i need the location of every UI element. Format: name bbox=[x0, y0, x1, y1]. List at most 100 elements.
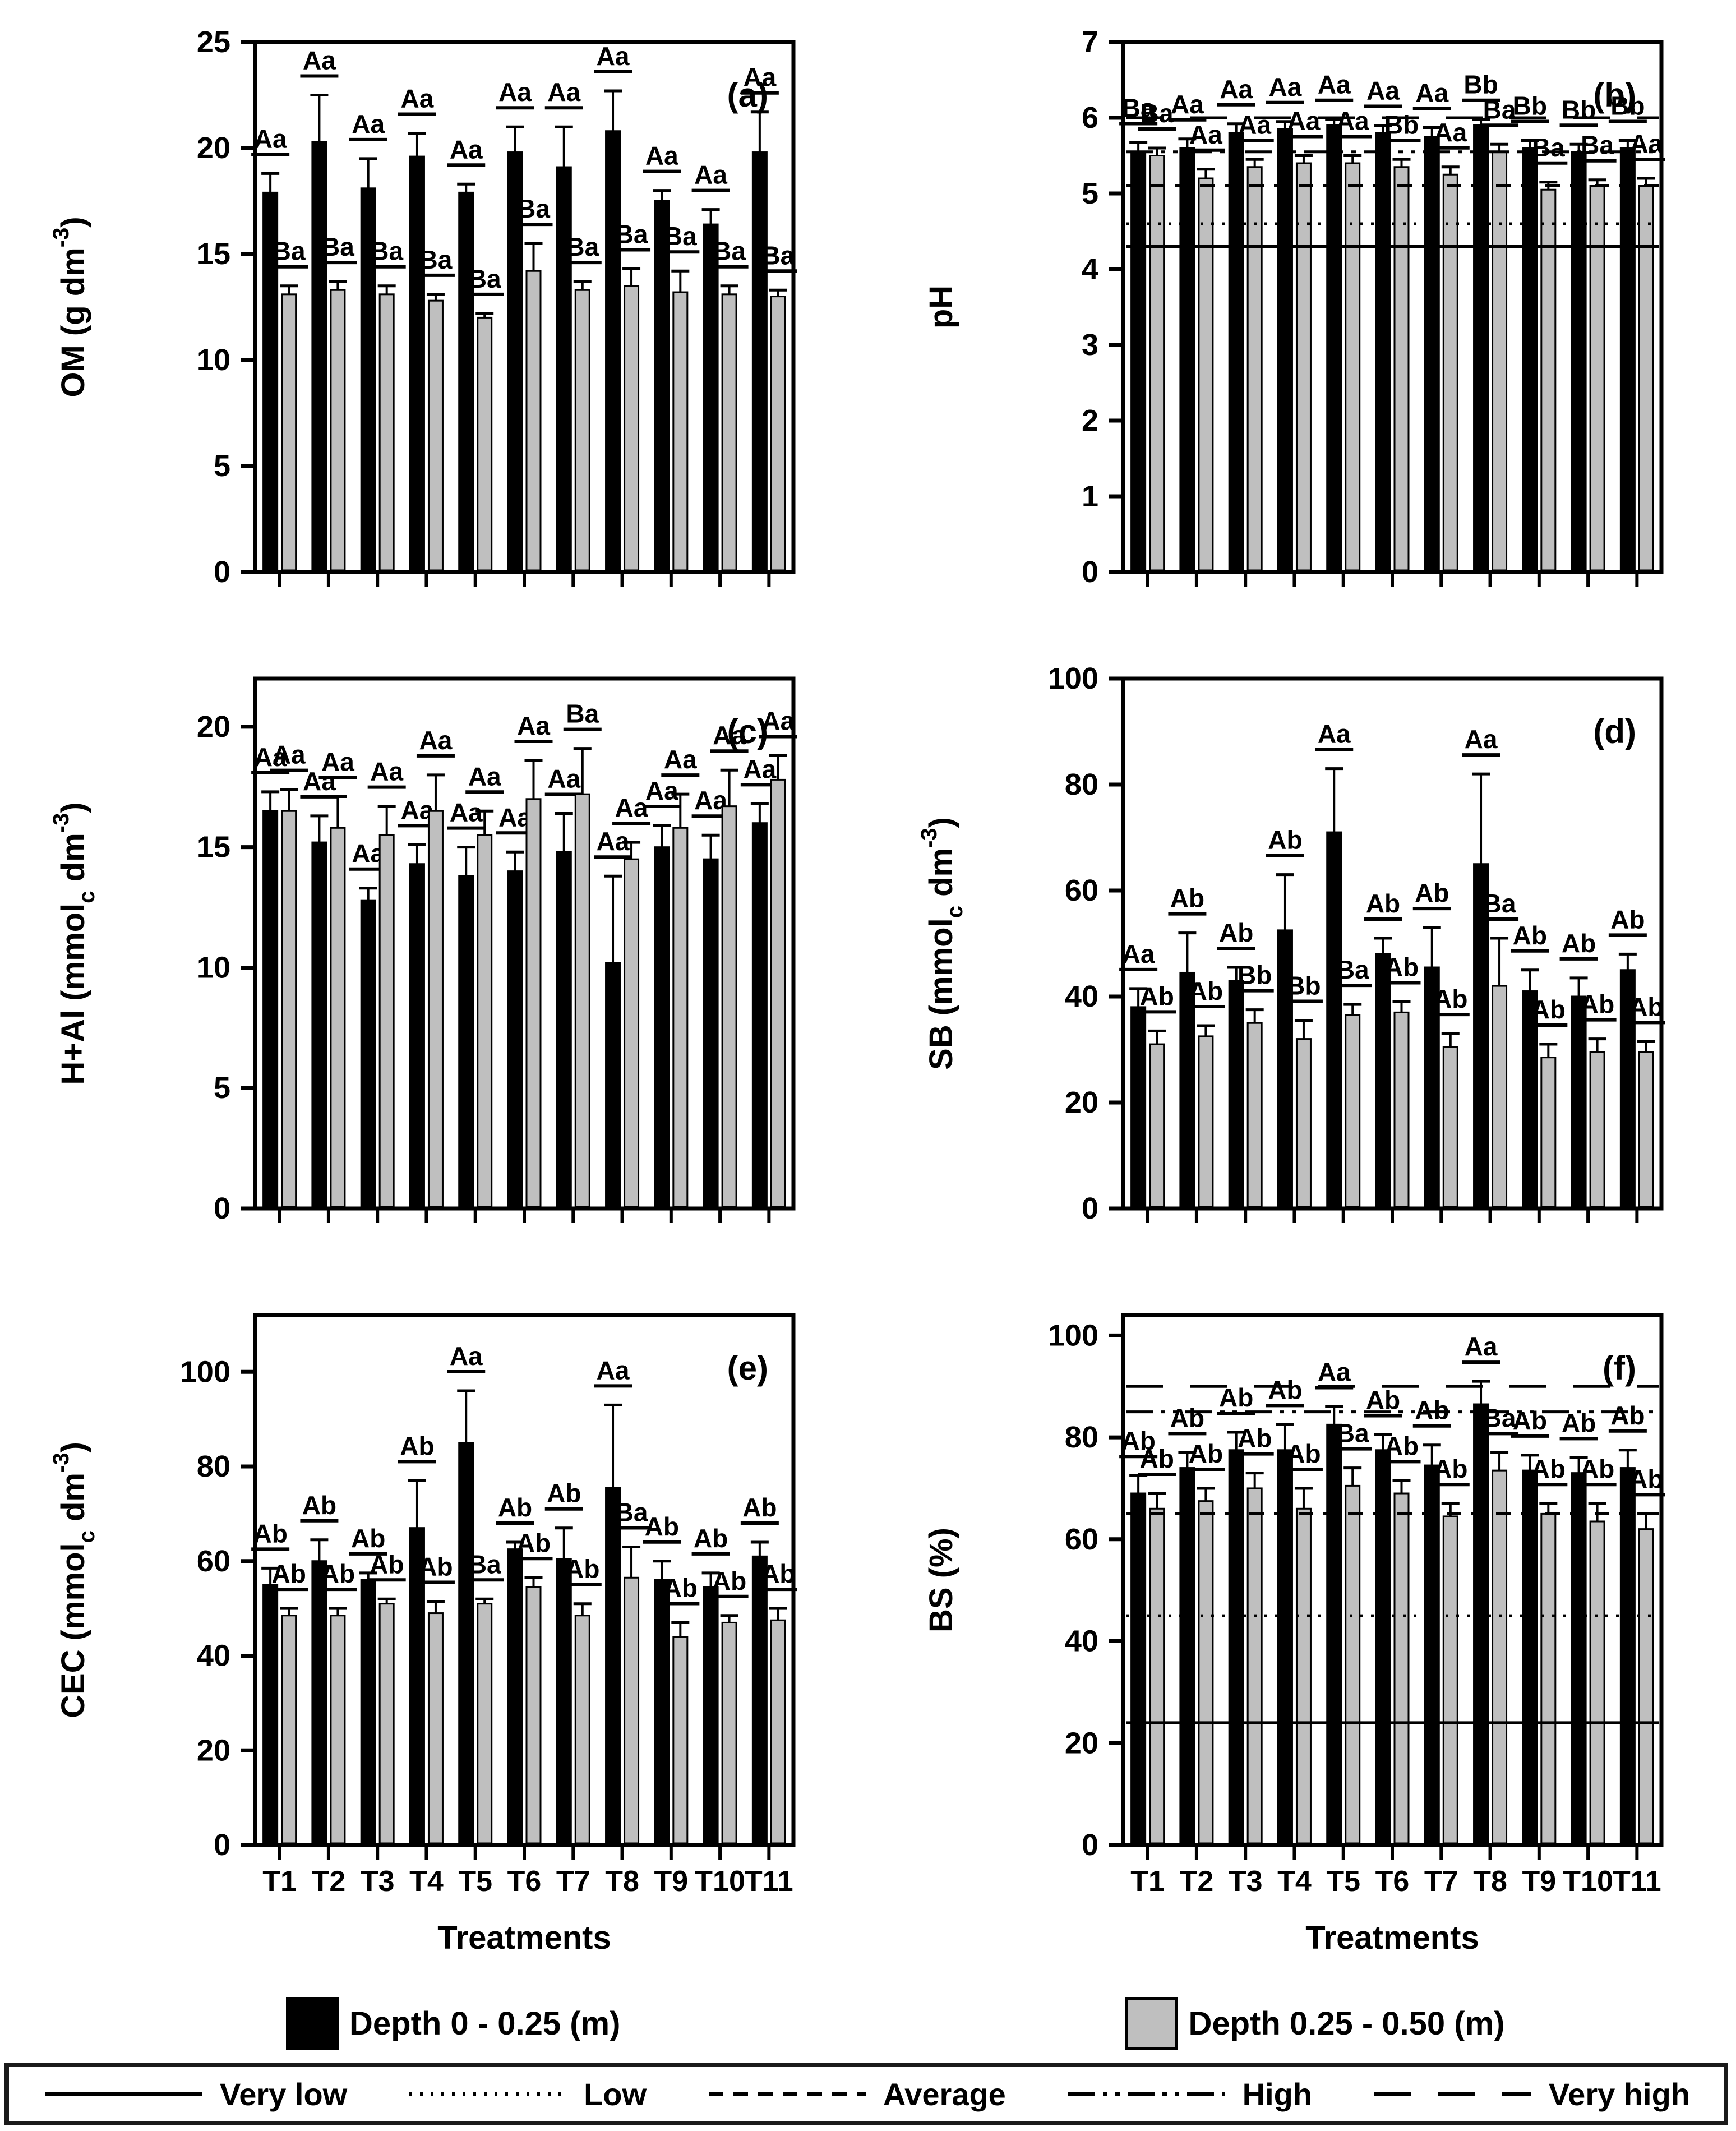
significance-letter: Aa bbox=[1415, 79, 1448, 108]
significance-letter: Aa bbox=[1465, 1332, 1498, 1361]
significance-letter: Ba bbox=[1483, 95, 1516, 124]
y-tick-label: 100 bbox=[1048, 662, 1098, 695]
y-tick-label: 0 bbox=[214, 555, 230, 589]
solid-line-icon bbox=[45, 2092, 202, 2096]
bar-depth1 bbox=[1277, 128, 1293, 571]
y-axis-title: BS (%) bbox=[923, 1528, 959, 1632]
significance-letter: Ab bbox=[1189, 1439, 1223, 1468]
bar-depth2 bbox=[574, 1615, 590, 1844]
x-tick-label: T2 bbox=[312, 1865, 346, 1898]
significance-letter: Ab bbox=[1433, 984, 1467, 1013]
x-tick-label: T9 bbox=[1522, 1865, 1556, 1898]
bar-depth1 bbox=[360, 1579, 376, 1844]
significance-letter: Aa bbox=[1318, 70, 1351, 99]
bar-depth2 bbox=[525, 1586, 542, 1844]
bar-depth1 bbox=[654, 846, 670, 1208]
bar-depth1 bbox=[409, 1527, 425, 1844]
y-tick-label: 40 bbox=[1065, 980, 1098, 1013]
x-tick-label: T10 bbox=[695, 1865, 745, 1898]
level-item-low: Low bbox=[407, 2076, 647, 2112]
x-tick-label: T3 bbox=[1229, 1865, 1263, 1898]
x-tick-label: T4 bbox=[1277, 1865, 1312, 1898]
y-tick-label: 1 bbox=[1082, 479, 1098, 513]
significance-letter: Ab bbox=[370, 1549, 404, 1579]
significance-letter: Ba bbox=[273, 237, 306, 266]
bar-depth1 bbox=[409, 155, 425, 571]
dashed-line-icon bbox=[708, 2092, 866, 2096]
bar-depth1 bbox=[507, 1548, 523, 1844]
bar-depth1 bbox=[1522, 147, 1538, 571]
significance-letter: Aa bbox=[303, 767, 336, 796]
significance-letter: Bb bbox=[1513, 91, 1547, 121]
bar-depth1 bbox=[556, 1558, 572, 1844]
significance-letter: Ba bbox=[321, 232, 354, 261]
level-item-average: Average bbox=[706, 2076, 1006, 2112]
y-tick-label: 4 bbox=[1082, 252, 1098, 286]
bar-depth1 bbox=[1522, 1469, 1538, 1844]
significance-letter: Aa bbox=[664, 745, 697, 774]
bar-depth2 bbox=[330, 1615, 346, 1844]
bar-depth1 bbox=[1326, 1423, 1342, 1844]
y-tick-label: 5 bbox=[214, 449, 230, 483]
bar-depth2 bbox=[1589, 1520, 1605, 1844]
significance-letter: Ba bbox=[1483, 1403, 1516, 1432]
significance-letter: Ab bbox=[1189, 976, 1223, 1005]
panel-ph: 0 1 2 3 4 5 6 7 pH Ba Ba Aa Aa Aa Aa Aa Aa Aa Aa Aa Bb Aa Aa Bb… bbox=[868, 17, 1736, 642]
significance-letter: Ab bbox=[418, 1552, 453, 1581]
significance-letter: Aa bbox=[1318, 719, 1351, 749]
y-tick-label: 15 bbox=[197, 237, 230, 271]
bar-depth2 bbox=[1149, 1507, 1165, 1844]
bar-depth2 bbox=[1589, 185, 1605, 571]
significance-letter: Ba bbox=[1336, 1419, 1369, 1448]
y-tick-label: 20 bbox=[197, 1733, 230, 1767]
level-label-very-low: Very low bbox=[220, 2076, 348, 2112]
y-axis-title: OM (g dm-3) bbox=[49, 216, 91, 397]
significance-letter: Ba bbox=[1141, 99, 1174, 128]
significance-letter: Ab bbox=[1562, 929, 1596, 958]
significance-letter: Ab bbox=[351, 1524, 385, 1553]
bar-depth2 bbox=[574, 289, 590, 571]
chart-svg: 01234567pHBaBaAaAaAaAaAaAaAaAaAaBbAaAaBb… bbox=[923, 25, 1665, 589]
y-tick-label: 100 bbox=[180, 1355, 230, 1389]
significance-letter: Aa bbox=[273, 740, 306, 769]
y-tick-label: 40 bbox=[1065, 1625, 1098, 1658]
significance-letter: Aa bbox=[597, 1355, 630, 1385]
bar-depth1 bbox=[1619, 1467, 1636, 1844]
significance-letter: Ab bbox=[1629, 992, 1663, 1021]
bar-depth1 bbox=[556, 851, 572, 1208]
bar-depth2 bbox=[1149, 1043, 1165, 1208]
bar-depth1 bbox=[262, 1584, 279, 1844]
significance-letter: Ba bbox=[1532, 133, 1565, 162]
significance-letter: Aa bbox=[1220, 75, 1253, 104]
significance-letter: Bb bbox=[1238, 961, 1272, 990]
significance-letter: Ab bbox=[321, 1559, 355, 1588]
bar-depth2 bbox=[1442, 173, 1458, 571]
y-tick-label: 20 bbox=[197, 131, 230, 165]
significance-letter: Aa bbox=[1465, 725, 1498, 754]
level-label-very-high: Very high bbox=[1548, 2076, 1690, 2112]
significance-letter: Aa bbox=[321, 747, 354, 776]
significance-letter: Aa bbox=[303, 46, 336, 75]
x-tick-label: T3 bbox=[361, 1865, 395, 1898]
bar-depth2 bbox=[1246, 1022, 1263, 1208]
significance-letter: Aa bbox=[352, 109, 385, 139]
x-tick-label: T11 bbox=[745, 1865, 793, 1898]
bar-depth2 bbox=[672, 827, 689, 1208]
significance-letter: Ab bbox=[663, 1573, 698, 1602]
significance-letter: Ba bbox=[566, 232, 599, 261]
bar-depth2 bbox=[624, 1576, 640, 1844]
bar-depth2 bbox=[574, 793, 590, 1208]
bar-depth2 bbox=[378, 293, 395, 571]
bar-depth2 bbox=[1638, 1051, 1654, 1208]
bar-depth2 bbox=[1589, 1051, 1605, 1208]
bar-depth1 bbox=[409, 863, 425, 1208]
x-axis-title: Treatments bbox=[1305, 1920, 1479, 1956]
x-axis-title: Treatments bbox=[437, 1920, 611, 1956]
bar-depth1 bbox=[1424, 136, 1440, 571]
significance-letter: Aa bbox=[597, 41, 630, 71]
panel-tag: (e) bbox=[727, 1349, 768, 1387]
significance-letter: Aa bbox=[645, 141, 678, 170]
